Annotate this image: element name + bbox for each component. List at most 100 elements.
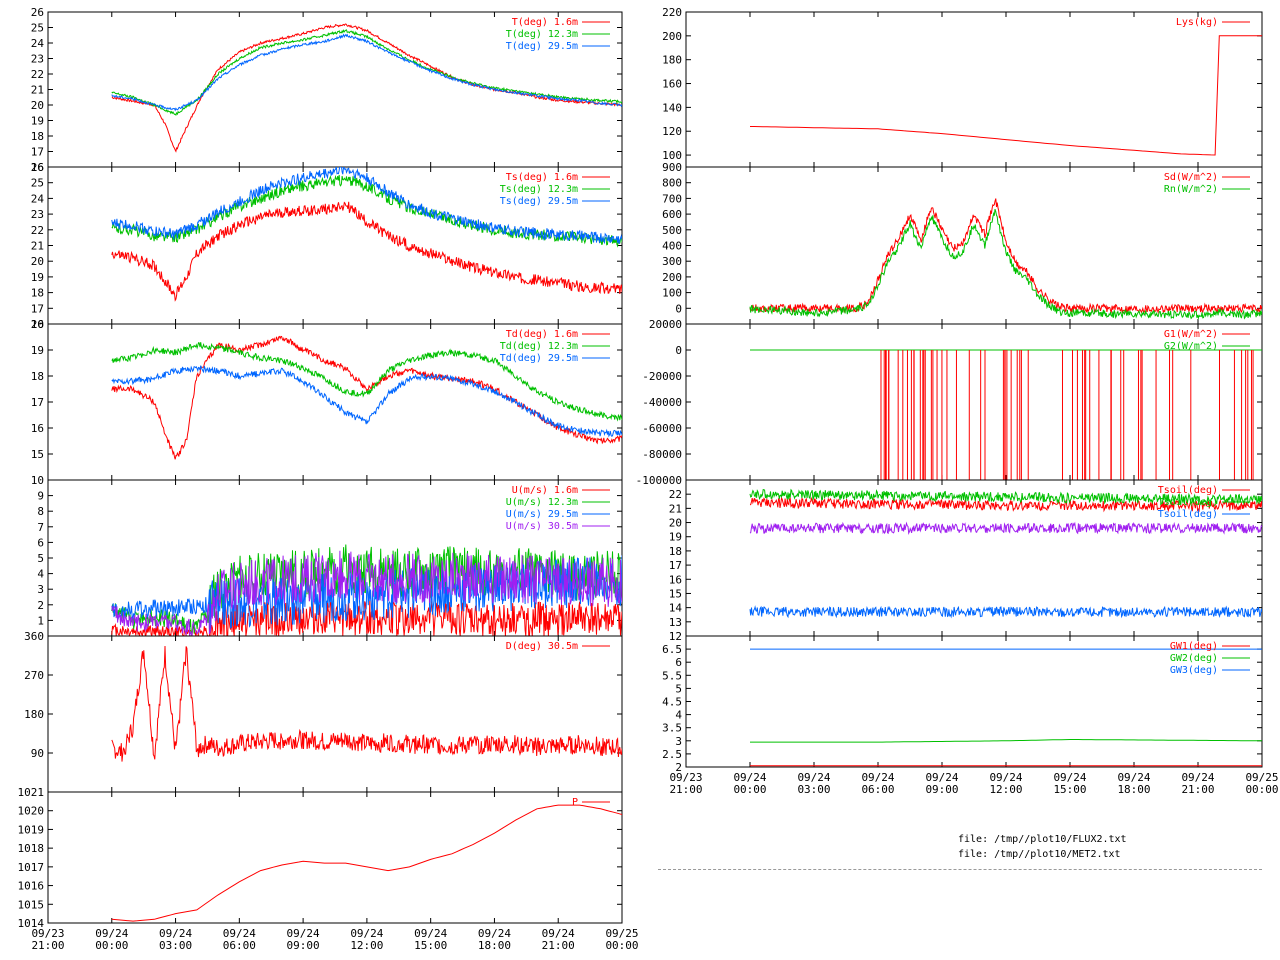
legend-label-u-m-s-30-5m: U(m/s) 30.5m: [506, 521, 578, 532]
y-tick-label: 21: [31, 240, 44, 253]
x-tick-label: 09/24: [1117, 771, 1150, 784]
x-tick-label: 09/24: [925, 771, 958, 784]
panel-l6: 1014101510161017101810191020102109/2321:…: [18, 786, 639, 952]
y-tick-label: 26: [31, 6, 44, 19]
y-tick-label: 16: [31, 422, 44, 435]
y-tick-label: 15: [31, 448, 44, 461]
legend-label-rn-w-m-2: Rn(W/m^2): [1164, 184, 1218, 195]
y-tick-label: 900: [662, 161, 682, 174]
y-tick-label: 8: [37, 505, 44, 518]
y-tick-label: 600: [662, 208, 682, 221]
x-tick-label: 00:00: [605, 939, 638, 952]
y-tick-label: 5.5: [662, 669, 682, 682]
y-tick-label: 1019: [18, 823, 45, 836]
met-file-label: file: /tmp//plot10/MET2.txt: [958, 849, 1121, 860]
legend-label-lys-kg: Lys(kg): [1176, 17, 1218, 28]
series-line-t-deg-29-5m: [111, 33, 622, 112]
x-tick-label: 09/24: [350, 927, 383, 940]
y-tick-label: 5: [37, 552, 44, 565]
y-tick-label: 0: [675, 302, 682, 315]
y-tick-label: 300: [662, 255, 682, 268]
y-tick-label: 4.5: [662, 696, 682, 709]
y-tick-label: 17: [31, 396, 44, 409]
y-tick-label: 23: [31, 208, 44, 221]
y-tick-label: 160: [662, 78, 682, 91]
y-tick-label: 21: [669, 502, 682, 515]
y-tick-label: 25: [31, 177, 44, 190]
y-tick-label: 2.5: [662, 748, 682, 761]
legend-label-u-m-s-1-6m: U(m/s) 1.6m: [512, 485, 578, 496]
y-tick-label: 700: [662, 192, 682, 205]
series-line-tsoil-deg: [749, 488, 1262, 506]
y-tick-label: 18: [669, 545, 682, 558]
x-tick-label: 06:00: [223, 939, 256, 952]
x-tick-label: 03:00: [797, 783, 830, 796]
panel-r2: 0 100 200 300 400 500 600 700 800 900 Sd(W/m^2)Rn(…: [662, 161, 1263, 325]
legend-label-gw3-deg: GW3(deg): [1170, 665, 1218, 676]
y-tick-label: 200: [662, 30, 682, 43]
x-tick-label: 09/24: [1053, 771, 1086, 784]
x-tick-label: 00:00: [1245, 783, 1278, 796]
y-tick-label: 22: [669, 488, 682, 501]
y-tick-label: 90: [31, 747, 44, 760]
y-tick-label: 16: [31, 318, 44, 331]
legend-label-sd-w-m-2: Sd(W/m^2): [1164, 172, 1218, 183]
y-tick-label: 19: [31, 115, 44, 128]
y-tick-label: 23: [31, 53, 44, 66]
y-tick-label: 4: [675, 709, 682, 722]
x-tick-label: 09/24: [95, 927, 128, 940]
x-tick-label: 21:00: [669, 783, 702, 796]
y-tick-label: 22: [31, 224, 44, 237]
y-tick-label: -80000: [642, 448, 682, 461]
legend-label-ts-deg-29-5m: Ts(deg) 29.5m: [500, 196, 578, 207]
y-tick-label: -60000: [642, 422, 682, 435]
x-tick-label: 09/24: [861, 771, 894, 784]
y-tick-label: 25: [31, 22, 44, 35]
y-tick-label: 1021: [18, 786, 45, 799]
x-tick-label: 09/24: [159, 927, 192, 940]
legend-label-t-deg-12-3m: T(deg) 12.3m: [506, 29, 578, 40]
legend-label-t-deg-29-5m: T(deg) 29.5m: [506, 41, 578, 52]
y-tick-label: 18: [31, 370, 44, 383]
y-tick-label: 16: [669, 573, 682, 586]
y-tick-label: 1014: [18, 917, 45, 930]
legend-label-u-m-s-29-5m: U(m/s) 29.5m: [506, 509, 578, 520]
y-tick-label: 19: [31, 271, 44, 284]
series-line-td-deg-29-5m: [111, 365, 622, 438]
series-line-u-m-s-29-5m: [111, 555, 622, 630]
y-tick-label: 800: [662, 177, 682, 190]
y-tick-label: 19: [31, 344, 44, 357]
legend-label-g2-w-m-2: G2(W/m^2): [1164, 341, 1218, 352]
panel-l5: 90 180 270 360 D(deg) 30.5m: [24, 630, 623, 793]
x-tick-label: 09/24: [733, 771, 766, 784]
y-tick-label: -100000: [636, 474, 682, 487]
y-tick-label: 24: [31, 37, 45, 50]
y-tick-label: 3: [37, 583, 44, 596]
x-tick-label: 18:00: [478, 939, 511, 952]
y-tick-label: 17: [31, 302, 44, 315]
x-tick-label: 00:00: [733, 783, 766, 796]
y-tick-label: 24: [31, 192, 45, 205]
x-tick-label: 09/25: [605, 927, 638, 940]
series-line-tsoil-deg: [749, 496, 1262, 513]
y-tick-label: 10: [31, 474, 44, 487]
series-line-gw2-deg: [750, 739, 1262, 743]
legend-label-g1-w-m-2: G1(W/m^2): [1164, 329, 1218, 340]
y-tick-label: 1015: [18, 898, 45, 911]
y-tick-label: 13: [669, 616, 682, 629]
legend-label-tsoil-deg: Tsoil(deg): [1158, 497, 1218, 508]
legend-label-tsoil-deg: Tsoil(deg): [1158, 485, 1218, 496]
x-tick-label: 00:00: [95, 939, 128, 952]
x-tick-label: 18:00: [1117, 783, 1150, 796]
y-tick-label: 3: [675, 735, 682, 748]
series-line-rn-w-m-2: [749, 208, 1262, 321]
x-tick-label: 12:00: [989, 783, 1022, 796]
legend-label-ts-deg-12-3m: Ts(deg) 12.3m: [500, 184, 578, 195]
legend-label-ts-deg-1-6m: Ts(deg) 1.6m: [506, 172, 578, 183]
legend-label-p: P: [572, 797, 578, 808]
y-tick-label: 180: [24, 708, 44, 721]
